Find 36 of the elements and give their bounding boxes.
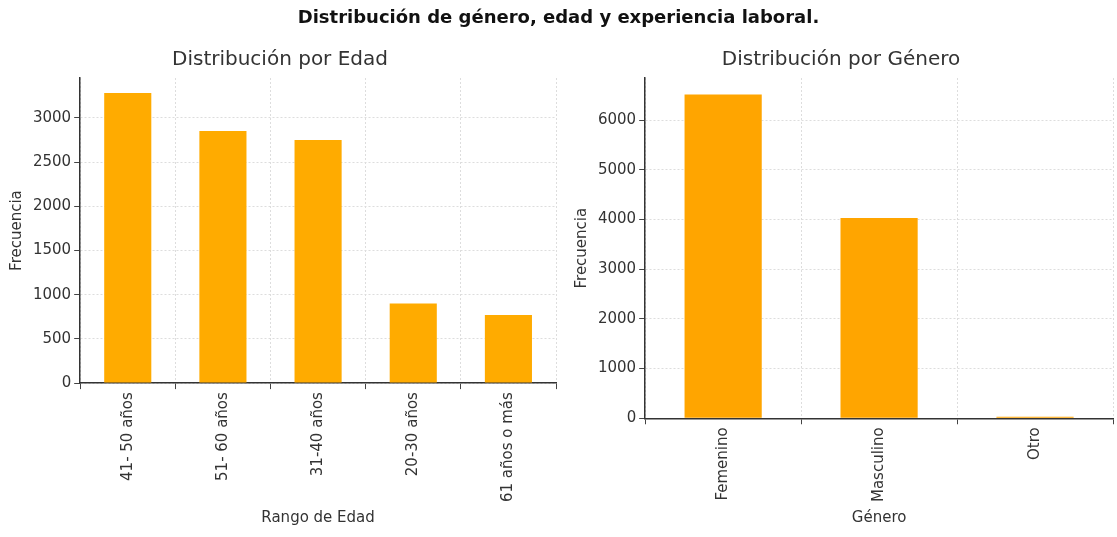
bar [294,139,342,383]
x-tick-label: Femenino [713,427,732,501]
x-axis-title: Género [851,507,907,526]
y-axis-title: Frecuencia [571,207,590,289]
y-tick-label: 6000 [597,110,637,129]
x-tick-label: 20-30 años [403,391,422,477]
y-tick-label: 0 [626,408,637,427]
x-axis-title: Rango de Edad [261,507,375,526]
bar [104,93,152,383]
y-tick-label: 2000 [32,196,72,215]
y-tick-label: 3000 [32,107,72,126]
chart-title: Distribución por Género [721,46,961,71]
bar [199,131,247,383]
y-tick-label: 3000 [597,259,637,278]
y-tick-label: 1000 [32,284,72,303]
bar [484,315,532,383]
chart-title: Distribución por Edad [172,46,388,71]
bar [389,303,437,383]
y-tick-label: 0 [61,373,72,392]
y-tick-label: 1500 [32,240,72,259]
y-tick-label: 4000 [597,209,637,228]
text: Distribución de género, edad y experiencia laboral. [296,6,821,27]
x-tick-label: 51- 60 años [212,391,231,481]
bar [684,94,762,418]
y-tick-label: 1000 [597,358,637,377]
y-tick-label: 2000 [597,308,637,327]
x-tick-label: Masculino [868,427,887,503]
y-tick-label: 2500 [32,151,72,170]
bar [840,218,918,418]
x-tick-label: 61 años o más [498,391,517,503]
y-axis-title: Frecuencia [6,190,25,271]
x-tick-label: 31-40 años [307,391,326,477]
y-tick-label: 500 [42,328,72,347]
x-tick-label: 41- 50 años [117,391,136,481]
x-tick-label: Otro [1024,427,1043,460]
y-tick-label: 5000 [597,159,637,178]
